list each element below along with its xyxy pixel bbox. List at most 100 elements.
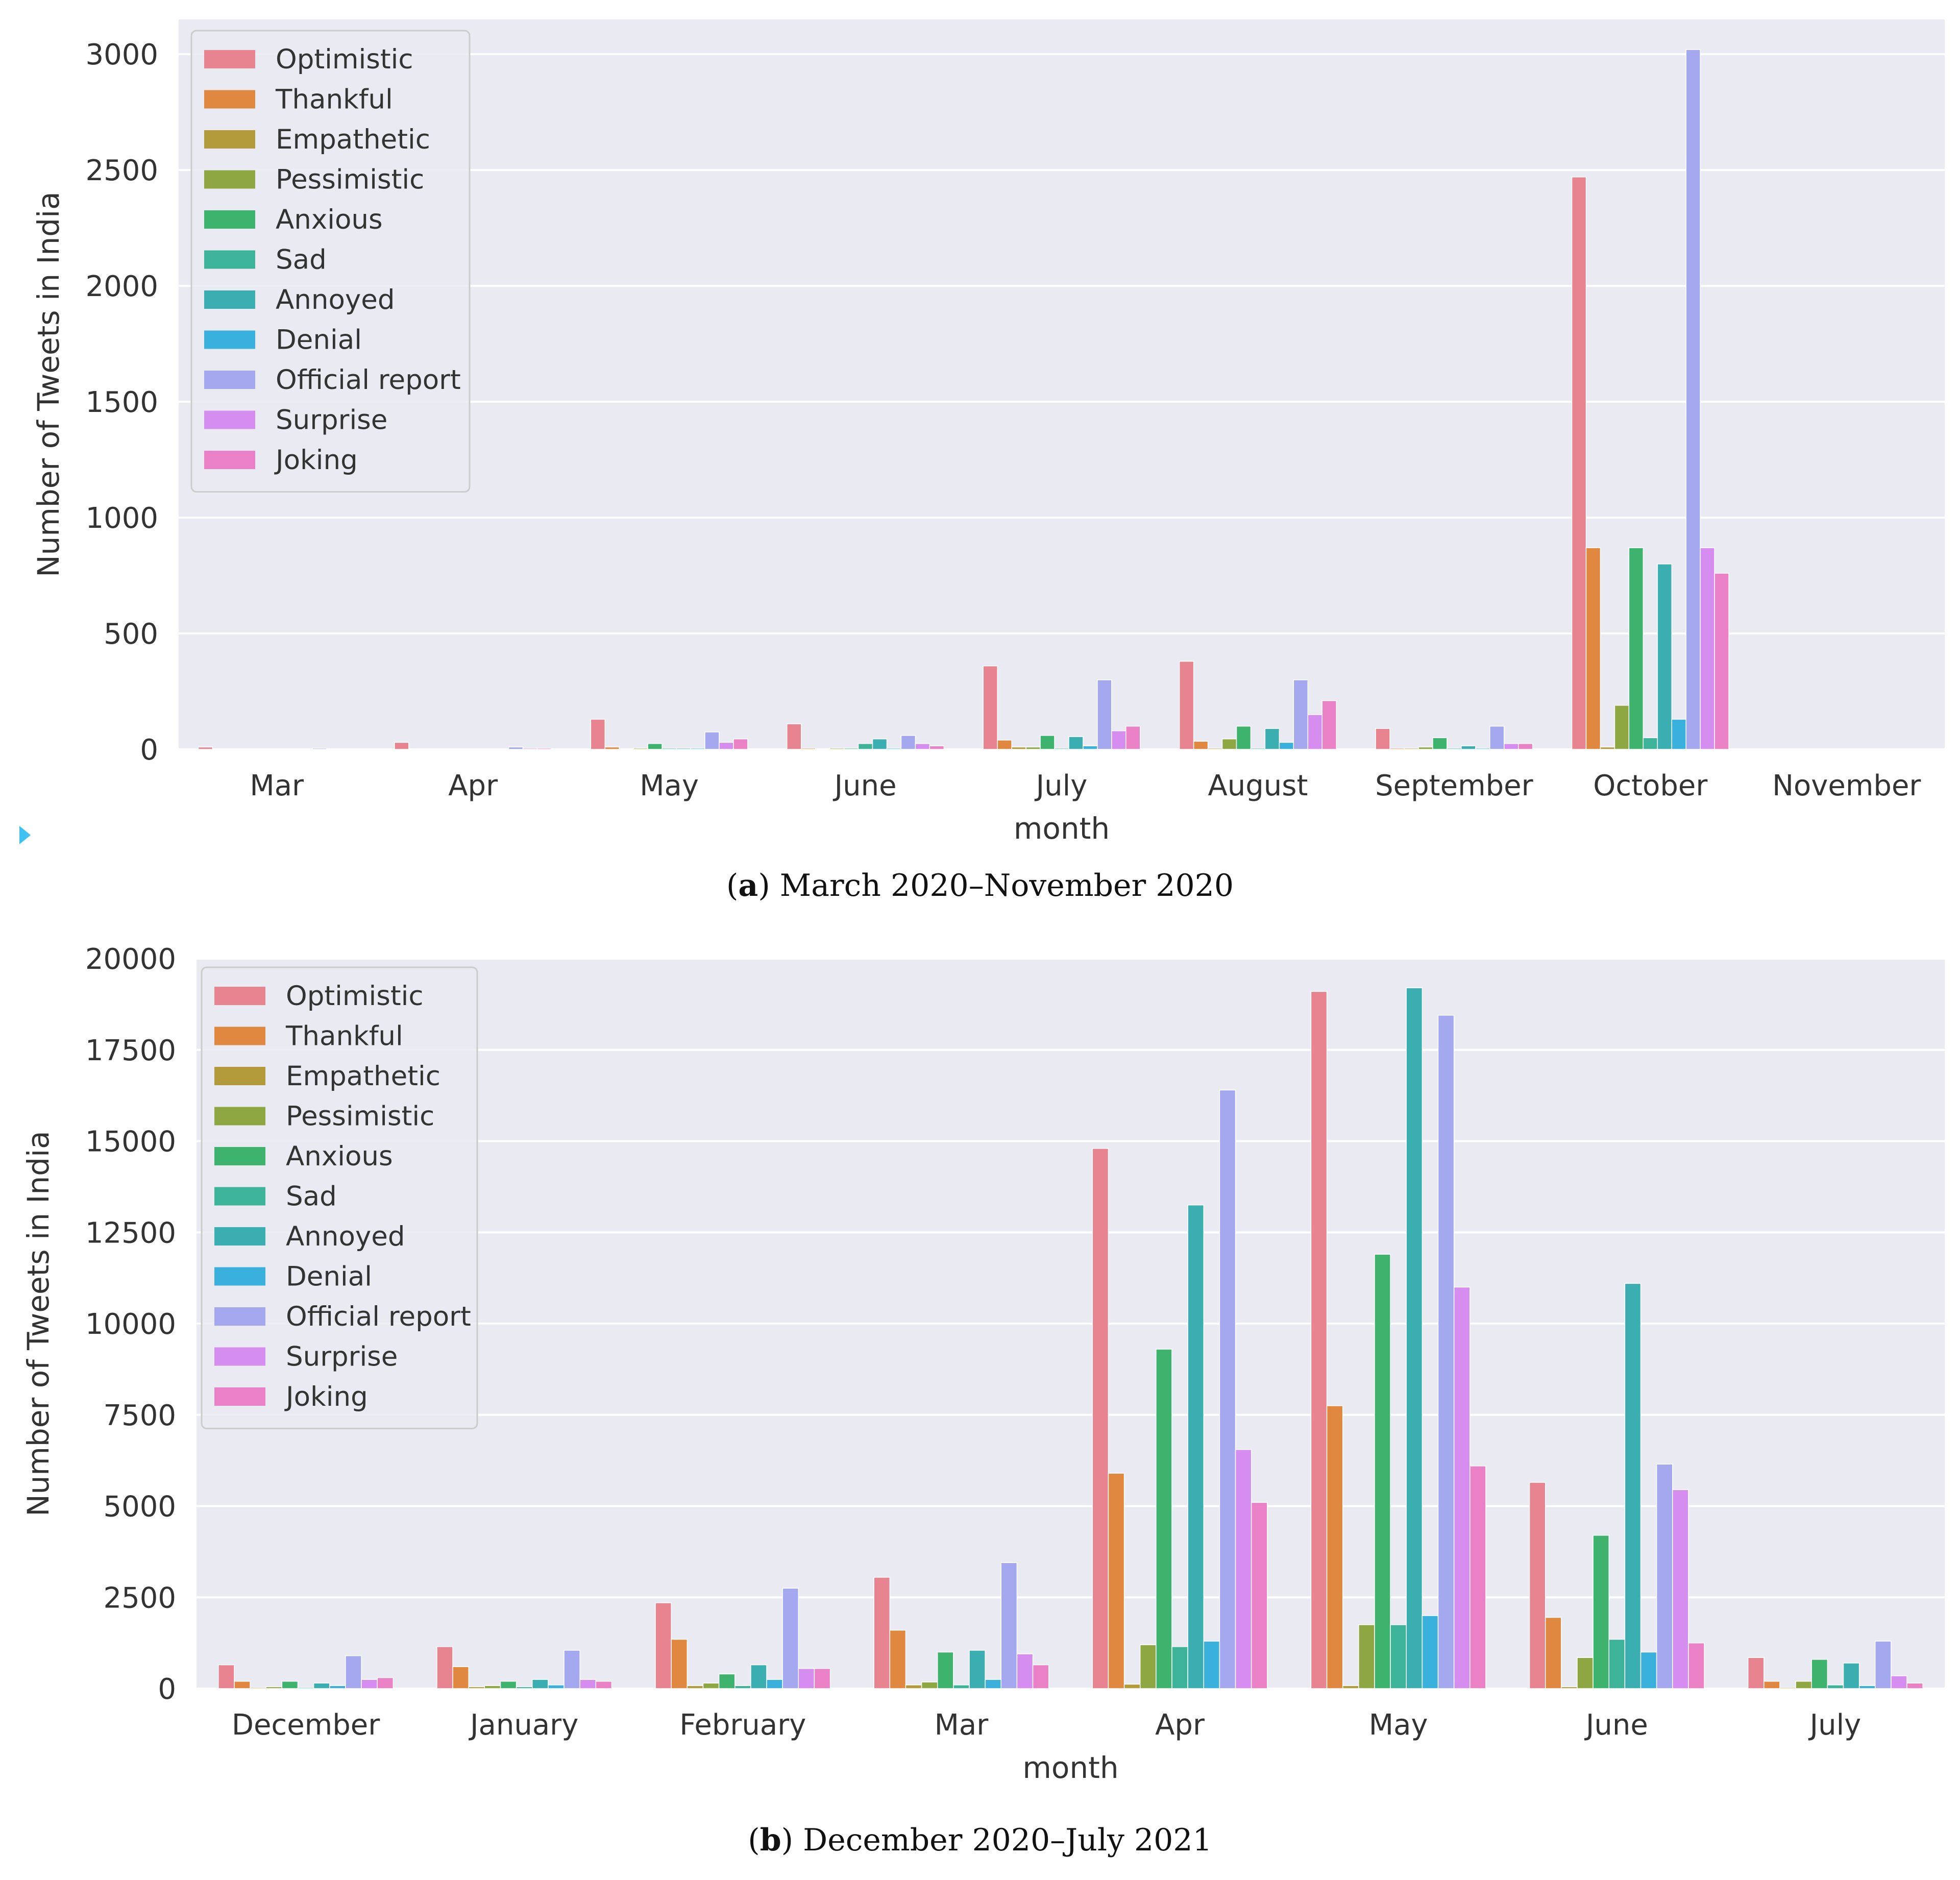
caption-a-letter: a bbox=[738, 868, 758, 904]
bar bbox=[1250, 747, 1266, 750]
bar bbox=[1187, 1204, 1205, 1689]
legend-swatch bbox=[214, 1267, 265, 1286]
bar bbox=[937, 1651, 954, 1689]
legend-swatch bbox=[204, 210, 255, 229]
bar bbox=[662, 747, 677, 750]
legend-swatch bbox=[204, 170, 255, 189]
legend-label: Official report bbox=[276, 364, 461, 396]
chart-a: 0 500 1000 1500 2000 2500 3000 Mar Apr May June Jul… bbox=[31, 19, 1945, 846]
x-tick-label: May bbox=[1369, 1708, 1428, 1742]
bar bbox=[536, 747, 552, 750]
bar bbox=[1156, 1349, 1172, 1689]
bar bbox=[1545, 1617, 1562, 1689]
bar bbox=[733, 738, 748, 750]
x-tick-label: Mar bbox=[250, 769, 304, 802]
bar bbox=[1307, 714, 1323, 750]
y-tick-label: 0 bbox=[158, 1673, 176, 1706]
x-tick-label: Apr bbox=[448, 769, 498, 802]
bar bbox=[1906, 1682, 1923, 1689]
bar bbox=[1614, 704, 1630, 750]
bar bbox=[1310, 991, 1328, 1689]
bar bbox=[843, 747, 859, 750]
bar bbox=[1321, 700, 1337, 750]
bar bbox=[1624, 1283, 1641, 1689]
bar bbox=[1235, 1449, 1252, 1689]
y-tick-label: 5000 bbox=[103, 1491, 176, 1524]
bar bbox=[915, 743, 930, 750]
bar bbox=[718, 1673, 736, 1689]
bar bbox=[983, 665, 998, 750]
bar bbox=[1891, 1675, 1907, 1689]
bar bbox=[1461, 745, 1476, 750]
bar bbox=[1875, 1641, 1892, 1689]
legend-label: Denial bbox=[276, 325, 362, 356]
bar bbox=[1040, 735, 1055, 750]
legend-swatch bbox=[214, 1347, 265, 1366]
bar bbox=[1561, 1686, 1578, 1689]
bar bbox=[1054, 747, 1069, 750]
bar bbox=[969, 1650, 986, 1689]
bar bbox=[1657, 564, 1673, 750]
bar bbox=[633, 747, 648, 750]
bar bbox=[1592, 1534, 1609, 1689]
y-axis-label: Number of Tweets in India bbox=[21, 1131, 56, 1516]
x-tick-label: July bbox=[1808, 1708, 1861, 1742]
bar bbox=[798, 1668, 815, 1689]
y-tick-label: 1500 bbox=[85, 386, 158, 419]
legend-label: Pessimistic bbox=[276, 164, 424, 196]
bar bbox=[1125, 725, 1141, 750]
bar bbox=[595, 1680, 612, 1689]
bar bbox=[1608, 1639, 1626, 1689]
bar bbox=[1475, 747, 1490, 750]
legend bbox=[201, 966, 478, 1429]
bar bbox=[1264, 728, 1280, 750]
caption-b: (b) December 2020–July 2021 bbox=[748, 1822, 1212, 1858]
bar bbox=[345, 1655, 362, 1689]
bar bbox=[750, 1664, 767, 1689]
bar bbox=[1688, 1642, 1705, 1689]
bar bbox=[1858, 1685, 1876, 1689]
y-tick-label: 17500 bbox=[85, 1034, 176, 1067]
legend-swatch bbox=[204, 451, 255, 469]
bar bbox=[361, 1679, 378, 1689]
x-tick-label: October bbox=[1593, 769, 1708, 802]
bar bbox=[1827, 1684, 1844, 1689]
bar bbox=[1571, 176, 1587, 750]
legend-label: Anxious bbox=[276, 204, 383, 235]
bar bbox=[1171, 1646, 1188, 1689]
bar bbox=[704, 731, 720, 750]
bar bbox=[281, 1680, 299, 1689]
legend-label: Joking bbox=[284, 1381, 368, 1412]
bar bbox=[1221, 738, 1237, 750]
legend-label: Sad bbox=[276, 245, 327, 276]
y-tick-label: 2500 bbox=[103, 1581, 176, 1615]
bar bbox=[604, 746, 620, 750]
legend-label: Annoyed bbox=[276, 284, 395, 315]
bar bbox=[1279, 742, 1294, 750]
bar bbox=[1203, 1641, 1220, 1689]
bar bbox=[1672, 1489, 1689, 1689]
legend-label: Denial bbox=[286, 1261, 372, 1292]
bar bbox=[782, 1588, 799, 1689]
bar bbox=[1529, 1482, 1546, 1689]
bar bbox=[766, 1679, 783, 1689]
y-tick-label: 7500 bbox=[103, 1399, 176, 1432]
bar bbox=[500, 1680, 517, 1689]
x-tick-label: Apr bbox=[1155, 1708, 1205, 1742]
bar bbox=[829, 747, 845, 750]
bar bbox=[1025, 746, 1041, 750]
bar bbox=[1779, 1687, 1796, 1689]
bar bbox=[1811, 1659, 1828, 1689]
bar bbox=[1342, 1685, 1359, 1689]
bar bbox=[889, 1629, 906, 1689]
bar bbox=[198, 746, 213, 750]
legend-swatch bbox=[204, 290, 255, 309]
bar bbox=[1404, 747, 1419, 750]
bar bbox=[564, 1650, 580, 1689]
bar bbox=[873, 1577, 891, 1689]
bar bbox=[1193, 741, 1209, 750]
bar bbox=[1375, 728, 1390, 750]
bar bbox=[218, 1664, 235, 1689]
y-tick-label: 10000 bbox=[85, 1308, 176, 1341]
bar bbox=[1068, 736, 1084, 750]
